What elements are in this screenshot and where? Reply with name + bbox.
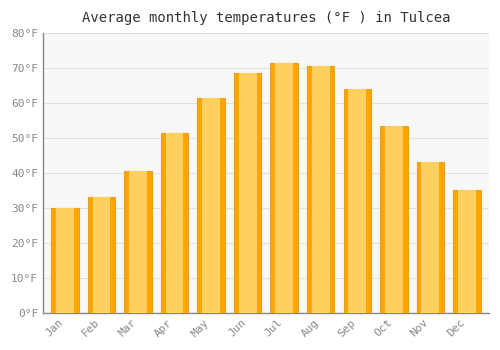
Bar: [380, 126, 407, 313]
Bar: [454, 190, 480, 313]
Bar: [234, 74, 262, 313]
Bar: [416, 162, 444, 313]
Bar: [51, 208, 78, 313]
Title: Average monthly temperatures (°F ) in Tulcea: Average monthly temperatures (°F ) in Tu…: [82, 11, 450, 25]
Bar: [458, 190, 476, 313]
Bar: [92, 197, 110, 313]
Bar: [166, 133, 184, 313]
Bar: [422, 162, 440, 313]
Bar: [129, 171, 147, 313]
Bar: [202, 98, 220, 313]
Bar: [238, 74, 256, 313]
Bar: [270, 63, 298, 313]
Bar: [198, 98, 225, 313]
Bar: [344, 89, 371, 313]
Bar: [56, 208, 74, 313]
Bar: [312, 66, 330, 313]
Bar: [88, 197, 115, 313]
Bar: [307, 66, 334, 313]
Bar: [124, 171, 152, 313]
Bar: [348, 89, 366, 313]
Bar: [385, 126, 403, 313]
Bar: [276, 63, 293, 313]
Bar: [161, 133, 188, 313]
